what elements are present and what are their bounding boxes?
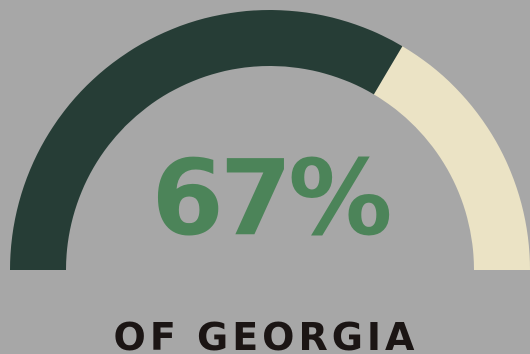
gauge-filled-arc <box>10 9 403 270</box>
gauge-value-label: 67% <box>152 137 390 259</box>
gauge-remaining-arc <box>373 46 530 270</box>
gauge-caption: OF GEORGIA <box>114 315 419 354</box>
